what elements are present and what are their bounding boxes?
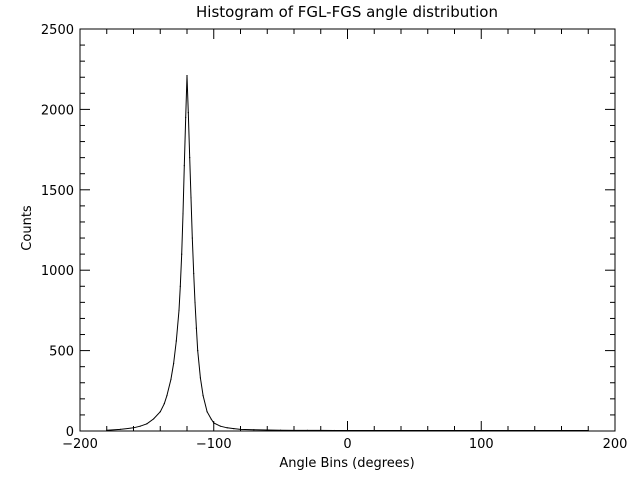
data-point (189, 157, 191, 159)
data-point (427, 429, 429, 432)
y-tick-label: 1500 (41, 184, 74, 199)
y-tick-label: 2500 (41, 23, 74, 38)
data-point (202, 395, 204, 397)
x-tick-labels: −200 −100 0 100 200 (62, 437, 627, 452)
data-point (185, 116, 187, 119)
data-point (213, 422, 215, 424)
data-point (194, 301, 196, 303)
axis-ticks (79, 28, 616, 432)
data-point (166, 395, 168, 397)
plot-frame (79, 28, 616, 432)
data-point (333, 429, 335, 432)
data-point (400, 429, 402, 432)
chart-title: Histogram of FGL-FGS angle distribution (196, 3, 498, 21)
data-point (119, 428, 121, 430)
data-point (373, 429, 375, 432)
data-point (106, 429, 108, 431)
data-point (195, 327, 197, 329)
x-axis-label: Angle Bins (degrees) (279, 456, 414, 471)
data-point (587, 429, 589, 432)
data-point (219, 425, 222, 427)
data-point (560, 429, 563, 432)
data-point (152, 418, 155, 420)
data-point (320, 429, 322, 431)
data-point (181, 253, 183, 255)
data-point (146, 423, 148, 425)
data-points (106, 75, 589, 432)
data-point (183, 165, 185, 167)
data-point (453, 429, 456, 432)
y-axis-label: Counts (20, 205, 35, 251)
data-point (186, 75, 188, 77)
data-point (139, 425, 141, 427)
data-point (190, 197, 192, 199)
data-point (534, 429, 536, 432)
data-point (507, 429, 509, 432)
series-line (106, 75, 589, 431)
data-point (293, 429, 295, 431)
data-point (199, 377, 201, 379)
data-point (191, 237, 193, 239)
x-tick-label: 0 (343, 437, 351, 452)
data-point (253, 429, 255, 431)
x-tick-label: −100 (196, 437, 232, 452)
data-point (193, 272, 195, 275)
data-point (233, 427, 235, 430)
data-point (182, 213, 184, 215)
data-point (175, 340, 177, 342)
data-point (179, 285, 181, 287)
data-point (280, 429, 282, 431)
data-point (170, 378, 172, 381)
x-tick-label: 100 (469, 437, 494, 452)
data-point (132, 427, 135, 429)
data-point (178, 309, 180, 311)
data-point (163, 403, 165, 405)
data-point (187, 112, 189, 114)
y-tick-label: 500 (49, 345, 74, 360)
data-point (159, 411, 161, 413)
y-tick-labels: 0 500 1000 1500 2000 2500 (41, 23, 74, 440)
data-point (306, 429, 308, 431)
data-point (210, 418, 212, 420)
data-point (266, 429, 268, 431)
data-point (173, 362, 175, 365)
y-tick-label: 1000 (41, 264, 74, 279)
y-tick-label: 0 (66, 425, 74, 440)
data-point (197, 350, 199, 352)
data-point (346, 429, 349, 432)
data-point (226, 427, 228, 429)
data-point (480, 429, 482, 432)
y-tick-label: 2000 (41, 103, 74, 118)
data-point (206, 411, 208, 413)
data-point (239, 428, 242, 430)
x-tick-label: 200 (603, 437, 628, 452)
x-tick-label: −200 (62, 437, 98, 452)
